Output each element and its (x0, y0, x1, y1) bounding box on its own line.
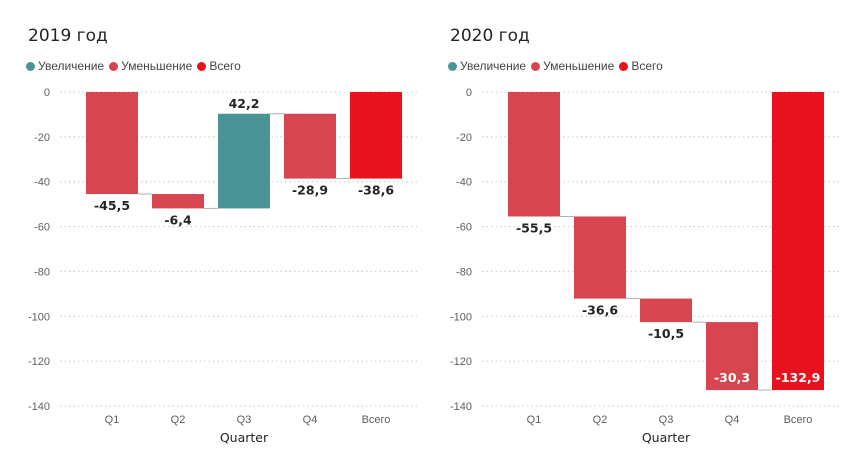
y-tick-label: -100 (28, 311, 50, 323)
data-label: -45,5 (94, 198, 130, 213)
legend: Увеличение Уменьшение Всего (26, 59, 246, 73)
data-label: -132,9 (776, 370, 821, 385)
y-tick-label: -120 (28, 356, 50, 368)
legend-item-total[interactable]: Всего (619, 59, 663, 73)
data-label: -6,4 (164, 212, 192, 227)
x-axis-title: Quarter (642, 430, 691, 445)
x-tick-label: Всего (362, 414, 391, 426)
legend-label: Уменьшение (543, 59, 615, 73)
legend-item-decrease[interactable]: Уменьшение (531, 59, 614, 73)
legend-item-increase[interactable]: Увеличение (26, 59, 104, 73)
data-label: -10,5 (648, 326, 684, 341)
data-label: -36,6 (582, 303, 618, 318)
data-label: -38,6 (358, 183, 394, 198)
legend-item-decrease[interactable]: Уменьшение (109, 59, 192, 73)
y-tick-label: -60 (456, 222, 472, 234)
bar-всего[interactable] (772, 92, 824, 391)
legend-dot-icon (109, 61, 119, 71)
x-tick-label: Q4 (725, 414, 740, 426)
y-tick-label: -20 (456, 132, 472, 144)
x-tick-label: Всего (784, 414, 813, 426)
x-tick-label: Q4 (303, 414, 318, 426)
x-tick-label: Q1 (105, 414, 120, 426)
legend-dot-icon (448, 61, 457, 71)
y-tick-label: -140 (450, 401, 472, 413)
bar-q2[interactable] (152, 194, 204, 209)
legend-dot-icon (197, 61, 207, 71)
bar-q3[interactable] (218, 113, 270, 209)
bar-всего[interactable] (350, 92, 402, 179)
data-label: 42,2 (229, 96, 260, 111)
chart-panel-2020: 2020 год Увеличение Уменьшение Всего 0 -2… (422, 0, 846, 456)
legend-dot-icon (531, 61, 541, 71)
bar-q1[interactable] (86, 92, 138, 195)
chart-title: 2019 год (28, 26, 108, 46)
bar-q3[interactable] (640, 298, 692, 323)
y-tick-label: 0 (44, 87, 50, 99)
x-axis-title: Quarter (220, 430, 269, 445)
x-tick-label: Q3 (659, 414, 674, 426)
y-tick-label: -20 (34, 132, 50, 144)
x-tick-label: Q3 (237, 414, 252, 426)
legend-dot-icon (619, 61, 629, 71)
legend-label: Увеличение (38, 59, 105, 73)
y-tick-label: -120 (450, 356, 472, 368)
chart-panel-2019: 2019 год Увеличение Уменьшение Всего 0 -2… (26, 26, 419, 445)
y-tick-label: -40 (456, 177, 472, 189)
waterfall-plot: 0 -20 -40 -60 -80 -100 -120 -140 -55,5 -36,6 -10,5… (450, 87, 842, 445)
y-tick-label: -80 (34, 266, 50, 278)
x-tick-label: Q2 (593, 414, 608, 426)
legend-label: Увеличение (460, 59, 527, 73)
legend: Увеличение Уменьшение Всего (448, 59, 668, 73)
bar-q4[interactable] (284, 113, 336, 179)
y-tick-label: -80 (456, 266, 472, 278)
x-tick-label: Q1 (527, 414, 542, 426)
legend-item-total[interactable]: Всего (197, 59, 241, 73)
y-tick-label: -40 (34, 177, 50, 189)
chart-title: 2020 год (450, 26, 530, 46)
y-tick-label: 0 (466, 87, 472, 99)
bar-q1[interactable] (508, 92, 560, 217)
legend-label: Всего (209, 59, 241, 73)
y-tick-label: -100 (450, 311, 472, 323)
x-tick-label: Q2 (171, 414, 186, 426)
y-tick-label: -60 (34, 222, 50, 234)
y-tick-label: -140 (28, 401, 50, 413)
legend-label: Уменьшение (121, 59, 193, 73)
bar-q2[interactable] (574, 216, 626, 299)
waterfall-plot: 0 -20 -40 -60 -80 -100 -120 -140 -45,5 -6,4 42,2 -2… (28, 87, 419, 445)
data-label: -55,5 (516, 220, 552, 235)
legend-dot-icon (26, 61, 35, 71)
legend-label: Всего (631, 59, 663, 73)
legend-item-increase[interactable]: Увеличение (448, 59, 526, 73)
data-label: -28,9 (292, 183, 328, 198)
bar-q4[interactable] (706, 322, 758, 391)
data-label: -30,3 (714, 370, 750, 385)
